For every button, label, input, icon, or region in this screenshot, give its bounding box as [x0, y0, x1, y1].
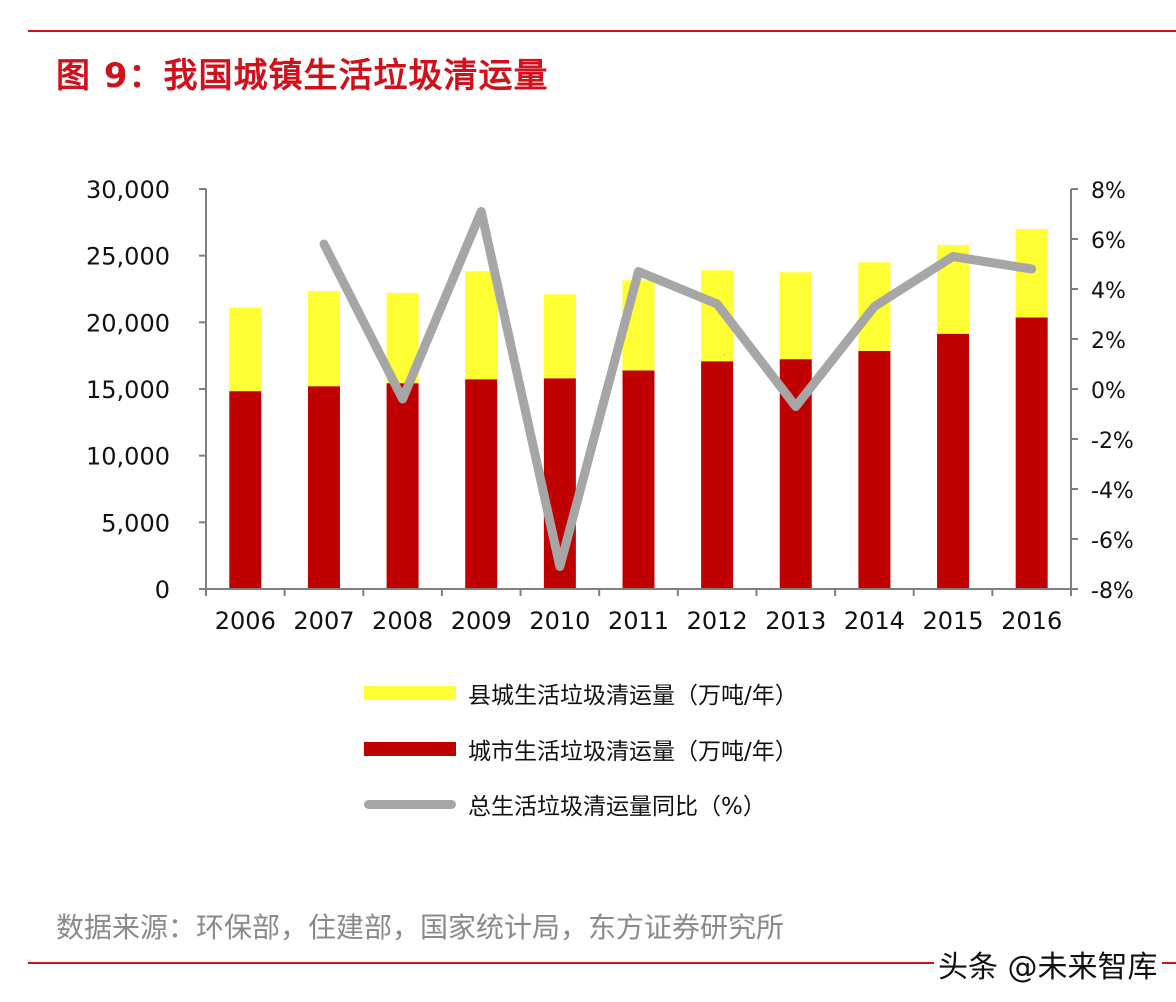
x-tick-label: 2013 [765, 607, 826, 635]
left-tick-label: 15,000 [86, 376, 170, 404]
x-tick-label: 2014 [844, 607, 905, 635]
right-tick-label: 2% [1091, 329, 1126, 354]
left-tick-label: 5,000 [101, 509, 170, 537]
bar-county [307, 291, 340, 387]
left-tick-label: 10,000 [86, 443, 170, 471]
x-tick-label: 2009 [451, 607, 512, 635]
bar-city [229, 391, 262, 589]
bar-line-chart: 0 5,000 10,000 15,000 20,000 25,000 30,000 -8% -… [86, 176, 1134, 635]
source-note: 数据来源：环保部，住建部，国家统计局，东方证券研究所 [56, 911, 785, 944]
bar-county [229, 307, 262, 392]
bar-county [543, 294, 576, 379]
right-tick-label: 4% [1091, 279, 1126, 304]
bar-city [937, 333, 970, 589]
x-tick-label: 2011 [608, 607, 669, 635]
left-tick-label: 20,000 [86, 309, 170, 337]
right-tick-label: 0% [1091, 379, 1126, 404]
legend-item-yoy: 总生活垃圾清运量同比（%） [364, 789, 766, 820]
x-tick-label: 2008 [372, 607, 433, 635]
legend-item-county: 县城生活垃圾清运量（万吨/年） [364, 678, 798, 709]
right-tick-label: -4% [1091, 479, 1134, 504]
bar-city [386, 383, 419, 589]
chart-title: 图 9：我国城镇生活垃圾清运量 [56, 56, 549, 96]
bottom-rule [28, 962, 1176, 964]
bar-city [622, 370, 655, 589]
legend-swatch-county [364, 686, 456, 700]
legend-label-yoy: 总生活垃圾清运量同比（%） [468, 794, 766, 820]
bar-county [779, 272, 812, 360]
x-tick-label: 2015 [923, 607, 984, 635]
left-tick-label: 25,000 [86, 243, 170, 271]
right-tick-label: -8% [1091, 579, 1134, 604]
bar-city [858, 350, 891, 589]
x-tick-label: 2012 [687, 607, 748, 635]
top-rule [28, 30, 1176, 32]
legend-swatch-city [364, 742, 456, 756]
legend-item-city: 城市生活垃圾清运量（万吨/年） [364, 734, 798, 765]
x-tick-label: 2006 [215, 607, 276, 635]
x-tick-label: 2016 [1001, 607, 1062, 635]
legend-label-county: 县城生活垃圾清运量（万吨/年） [468, 683, 798, 709]
bar-county [465, 271, 498, 380]
bar-city [701, 361, 734, 589]
x-tick-label: 2007 [293, 607, 354, 635]
right-tick-label: 8% [1091, 179, 1126, 204]
bar-city [307, 386, 340, 589]
watermark: 头条 @未来智库 [934, 942, 1162, 986]
right-tick-label: -2% [1091, 429, 1134, 454]
legend-label-city: 城市生活垃圾清运量（万吨/年） [468, 739, 798, 765]
right-tick-label: -6% [1091, 529, 1134, 554]
legend-swatch-yoy [364, 799, 456, 809]
left-tick-label: 0 [155, 576, 170, 604]
bar-city [465, 379, 498, 589]
line-yoy [319, 207, 1037, 571]
right-tick-label: 6% [1091, 229, 1126, 254]
bar-city [1015, 317, 1048, 589]
x-tick-label: 2010 [529, 607, 590, 635]
left-tick-label: 30,000 [86, 176, 170, 204]
